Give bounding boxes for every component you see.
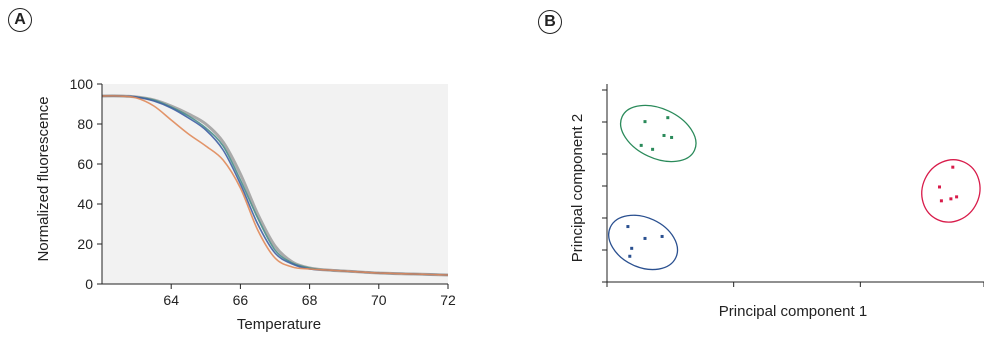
y-tick-label: 40 — [77, 196, 93, 212]
panel-a-label: A — [14, 11, 26, 28]
y-axis-label: Principal component 2 — [569, 114, 586, 262]
x-axis-label: Principal component 1 — [719, 303, 867, 320]
scatter-point — [955, 195, 959, 199]
scatter-point — [643, 236, 647, 240]
panel-b-badge: B — [538, 10, 562, 34]
panel-a-badge: A — [8, 8, 32, 32]
scatter-point — [949, 197, 953, 201]
y-tick-label: 80 — [77, 116, 93, 132]
cluster-ellipse — [921, 159, 981, 223]
series-group — [101, 94, 449, 277]
y-tick-label: 0 — [85, 276, 93, 292]
scatter-point — [639, 143, 643, 147]
series-line — [101, 95, 449, 276]
y-tick-label: 20 — [77, 236, 93, 252]
y-axis-label: Normalized fluorescence — [35, 96, 52, 261]
x-tick-label: 72 — [440, 292, 456, 308]
x-axis-label: Temperature — [237, 316, 321, 333]
scatter-point — [939, 199, 943, 203]
scatter-point — [643, 120, 647, 124]
y-tick-label: 60 — [77, 156, 93, 172]
panel-b-label: B — [544, 13, 556, 30]
x-tick-label: 70 — [371, 292, 387, 308]
scatter-points — [626, 116, 959, 258]
x-tick-label: 64 — [163, 292, 179, 308]
scatter-point — [651, 147, 655, 151]
x-ticks: 64 66 68 70 72 — [163, 284, 456, 308]
cluster-ellipse — [620, 104, 697, 163]
x-tick-label: 68 — [302, 292, 318, 308]
scatter-point — [628, 254, 632, 258]
scatter-point — [662, 133, 666, 137]
axis-ticks — [602, 89, 984, 287]
scatter-point — [630, 246, 634, 250]
scatter-point — [938, 185, 941, 189]
x-tick-label: 66 — [233, 292, 249, 308]
cluster-ellipses — [608, 104, 981, 271]
cluster-ellipse — [608, 214, 679, 271]
scatter-point — [670, 135, 674, 139]
scatter-point — [626, 225, 630, 229]
y-ticks: 0 20 40 60 80 100 — [70, 76, 102, 292]
y-tick-label: 100 — [70, 76, 94, 92]
scatter-point — [951, 165, 955, 169]
scatter-point — [660, 234, 664, 238]
scatter-point — [666, 116, 670, 120]
